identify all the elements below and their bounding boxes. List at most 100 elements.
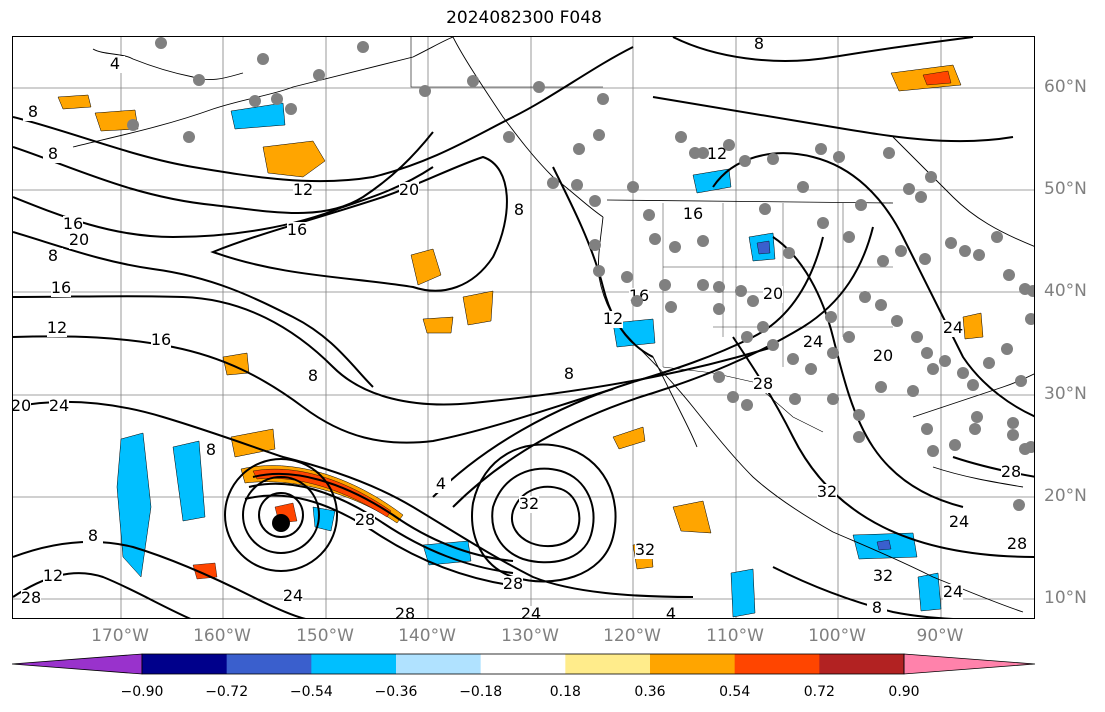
contour-line [252,472,514,562]
longitude-label: 90°W [916,626,964,646]
contour-label: 8 [28,102,38,121]
station-dot [853,431,865,443]
station-dot [593,129,605,141]
latitude-label: 60°N [1044,77,1087,97]
coastlines-and-borders [72,37,1034,613]
station-dot [739,155,751,167]
colorbar-outline [141,653,905,675]
colorbar-tick-label: −0.36 [374,684,418,700]
coastline [912,373,1034,418]
colorbar-tick-label: 0.18 [549,684,581,700]
station-dot [875,299,887,311]
map-panel: 4881612162016208121624208848322824282824… [12,36,1035,619]
colorbar-extend-high [903,653,1036,675]
shade-blob [692,168,732,194]
coastline [598,216,1024,613]
contour-label-bg [303,368,323,385]
station-dot [1001,343,1013,355]
contour-label: 24 [943,582,963,601]
station-dot [713,371,725,383]
shade-blob [172,440,206,522]
contour-label: 4 [110,54,120,73]
map-title: 2024082300 F048 [446,8,602,28]
station-dot [467,75,479,87]
station-dot [597,93,609,105]
contour-label: 8 [308,366,318,385]
contour-label: 12 [47,318,67,337]
station-dot [1003,269,1015,281]
colorbar-tick-label: −0.18 [459,684,503,700]
station-dot [419,85,431,97]
contour-label: 28 [753,374,773,393]
station-dot [903,183,915,195]
contour-label: 20 [873,346,893,365]
contour-label: 20 [763,284,783,303]
latitude-label: 30°N [1044,384,1087,404]
station-dot [921,347,933,359]
longitude-label: 160°W [193,626,251,646]
shade-blob [730,568,756,618]
station-dot [193,74,205,86]
station-dot [1007,417,1019,429]
shade-blob [962,312,984,340]
contour-label-bg [503,576,523,593]
contour-label: 24 [521,604,541,619]
latitude-label: 50°N [1044,179,1087,199]
contour-label: 8 [88,526,98,545]
station-dot [183,131,195,143]
colorbar-segment [480,654,566,674]
longitude-label: 120°W [603,626,661,646]
colorbar-segment [650,654,736,674]
station-dot [127,119,139,131]
shade-blob [922,70,952,86]
station-dot [649,233,661,245]
contour-label-bg [1007,536,1027,553]
station-dot [285,103,297,115]
contour-line [772,236,964,508]
station-dot [945,237,957,249]
station-dot [927,445,939,457]
border [410,37,603,88]
map-canvas: 4881612162016208121624208848322824282824… [13,37,1034,619]
station-dot [921,423,933,435]
station-dot [659,279,671,291]
contour-label-bg [763,286,783,303]
latitude-label: 20°N [1044,486,1087,506]
contour-label-bg [21,590,41,607]
coastline [932,466,1024,488]
contour-label: 12 [603,309,623,328]
station-dot [843,331,855,343]
contour-line [210,155,508,292]
contour-label-bg [867,600,887,617]
contour-label: 24 [803,332,823,351]
contour-line [248,482,514,574]
colorbar-tick-label: 0.72 [803,684,835,700]
contour-label: 28 [355,510,375,529]
contour-line [952,456,1034,478]
contour-line [13,572,191,618]
station-dot [271,93,283,105]
shade-blob [612,426,646,450]
station-dot [787,353,799,365]
station-dot [1013,499,1025,511]
station-dot [911,331,923,343]
shaded-anomaly-layer [57,64,984,618]
contour-label: 16 [683,204,703,223]
shade-blob [612,318,656,348]
station-markers [127,37,1034,511]
contour-label: 4 [436,474,446,493]
contour-line [772,566,954,618]
colorbar-tick-label: −0.90 [120,684,164,700]
station-dot [949,439,961,451]
contour-line [712,152,1034,418]
station-dot [741,331,753,343]
contour-line [511,485,581,548]
latitude-label: 10°N [1044,588,1087,608]
station-dot [589,239,601,251]
station-dot [967,379,979,391]
contour-label: 32 [635,540,655,559]
contour-label-bg [13,398,31,415]
contour-line [471,443,617,583]
contour-label: 20 [13,396,31,415]
station-dot [783,247,795,259]
